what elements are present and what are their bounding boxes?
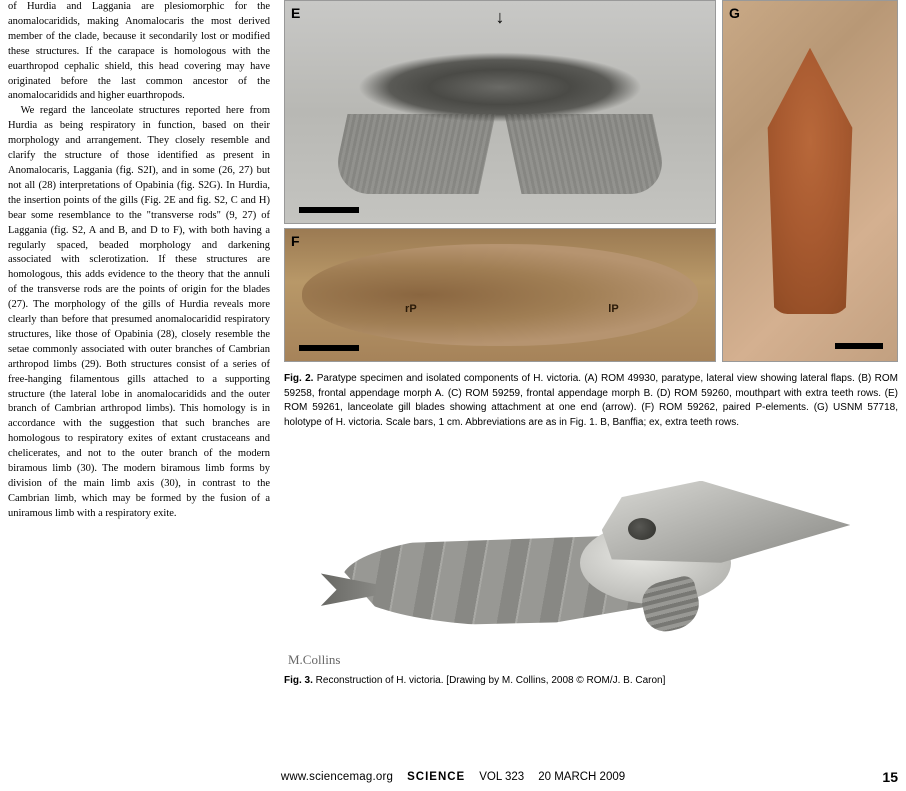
- footer-url: www.sciencemag.org: [281, 771, 393, 783]
- footer-date: 20 MARCH 2009: [538, 771, 625, 783]
- artist-signature: M.Collins: [288, 652, 340, 668]
- fig3-caption: Fig. 3. Reconstruction of H. victoria. […: [284, 674, 898, 689]
- arrow-down-icon: ↓: [496, 7, 505, 28]
- fig2-panel-f: F rP lP: [284, 228, 716, 362]
- fig2-caption: Fig. 2. Paratype specimen and isolated c…: [284, 372, 898, 430]
- page-footer: www.sciencemag.org SCIENCE VOL 323 20 MA…: [0, 771, 906, 783]
- fig3-reconstruction: M.Collins: [284, 448, 898, 670]
- label-lp: lP: [608, 303, 618, 315]
- fossil-holotype: [754, 48, 865, 314]
- fig3: M.Collins Fig. 3. Reconstruction of H. v…: [284, 448, 898, 689]
- paragraph-1: of Hurdia and Laggania are plesiomorphic…: [8, 0, 270, 104]
- fossil-gill-blades: [332, 50, 667, 174]
- fig3-caption-text: Reconstruction of H. victoria. [Drawing …: [313, 675, 666, 686]
- hurdia-eye: [628, 518, 656, 540]
- panel-label-g: G: [729, 5, 740, 21]
- paragraph-2: We regard the lanceolate structures repo…: [8, 104, 270, 521]
- scalebar-e: [299, 207, 359, 213]
- footer-journal: SCIENCE: [407, 771, 465, 783]
- scalebar-g: [835, 343, 883, 349]
- footer-page-number: 15: [882, 769, 898, 785]
- figures-column: E ↓ F rP lP G: [284, 0, 898, 744]
- scalebar-f: [299, 345, 359, 351]
- fossil-p-elements: rP lP: [302, 244, 698, 347]
- fig3-caption-label: Fig. 3.: [284, 675, 313, 686]
- hurdia-drawing: [321, 466, 861, 652]
- footer-volume: VOL 323: [479, 771, 524, 783]
- fig2-caption-text: Paratype specimen and isolated component…: [284, 373, 898, 428]
- fig2-caption-label: Fig. 2.: [284, 373, 313, 384]
- panel-label-f: F: [291, 233, 300, 249]
- label-rp: rP: [405, 303, 417, 315]
- fig2-panel-g: G: [722, 0, 898, 362]
- fig2-image-grid: E ↓ F rP lP G: [284, 0, 898, 362]
- fig2-panel-e: E ↓: [284, 0, 716, 224]
- body-text-column: of Hurdia and Laggania are plesiomorphic…: [8, 0, 270, 744]
- panel-label-e: E: [291, 5, 300, 21]
